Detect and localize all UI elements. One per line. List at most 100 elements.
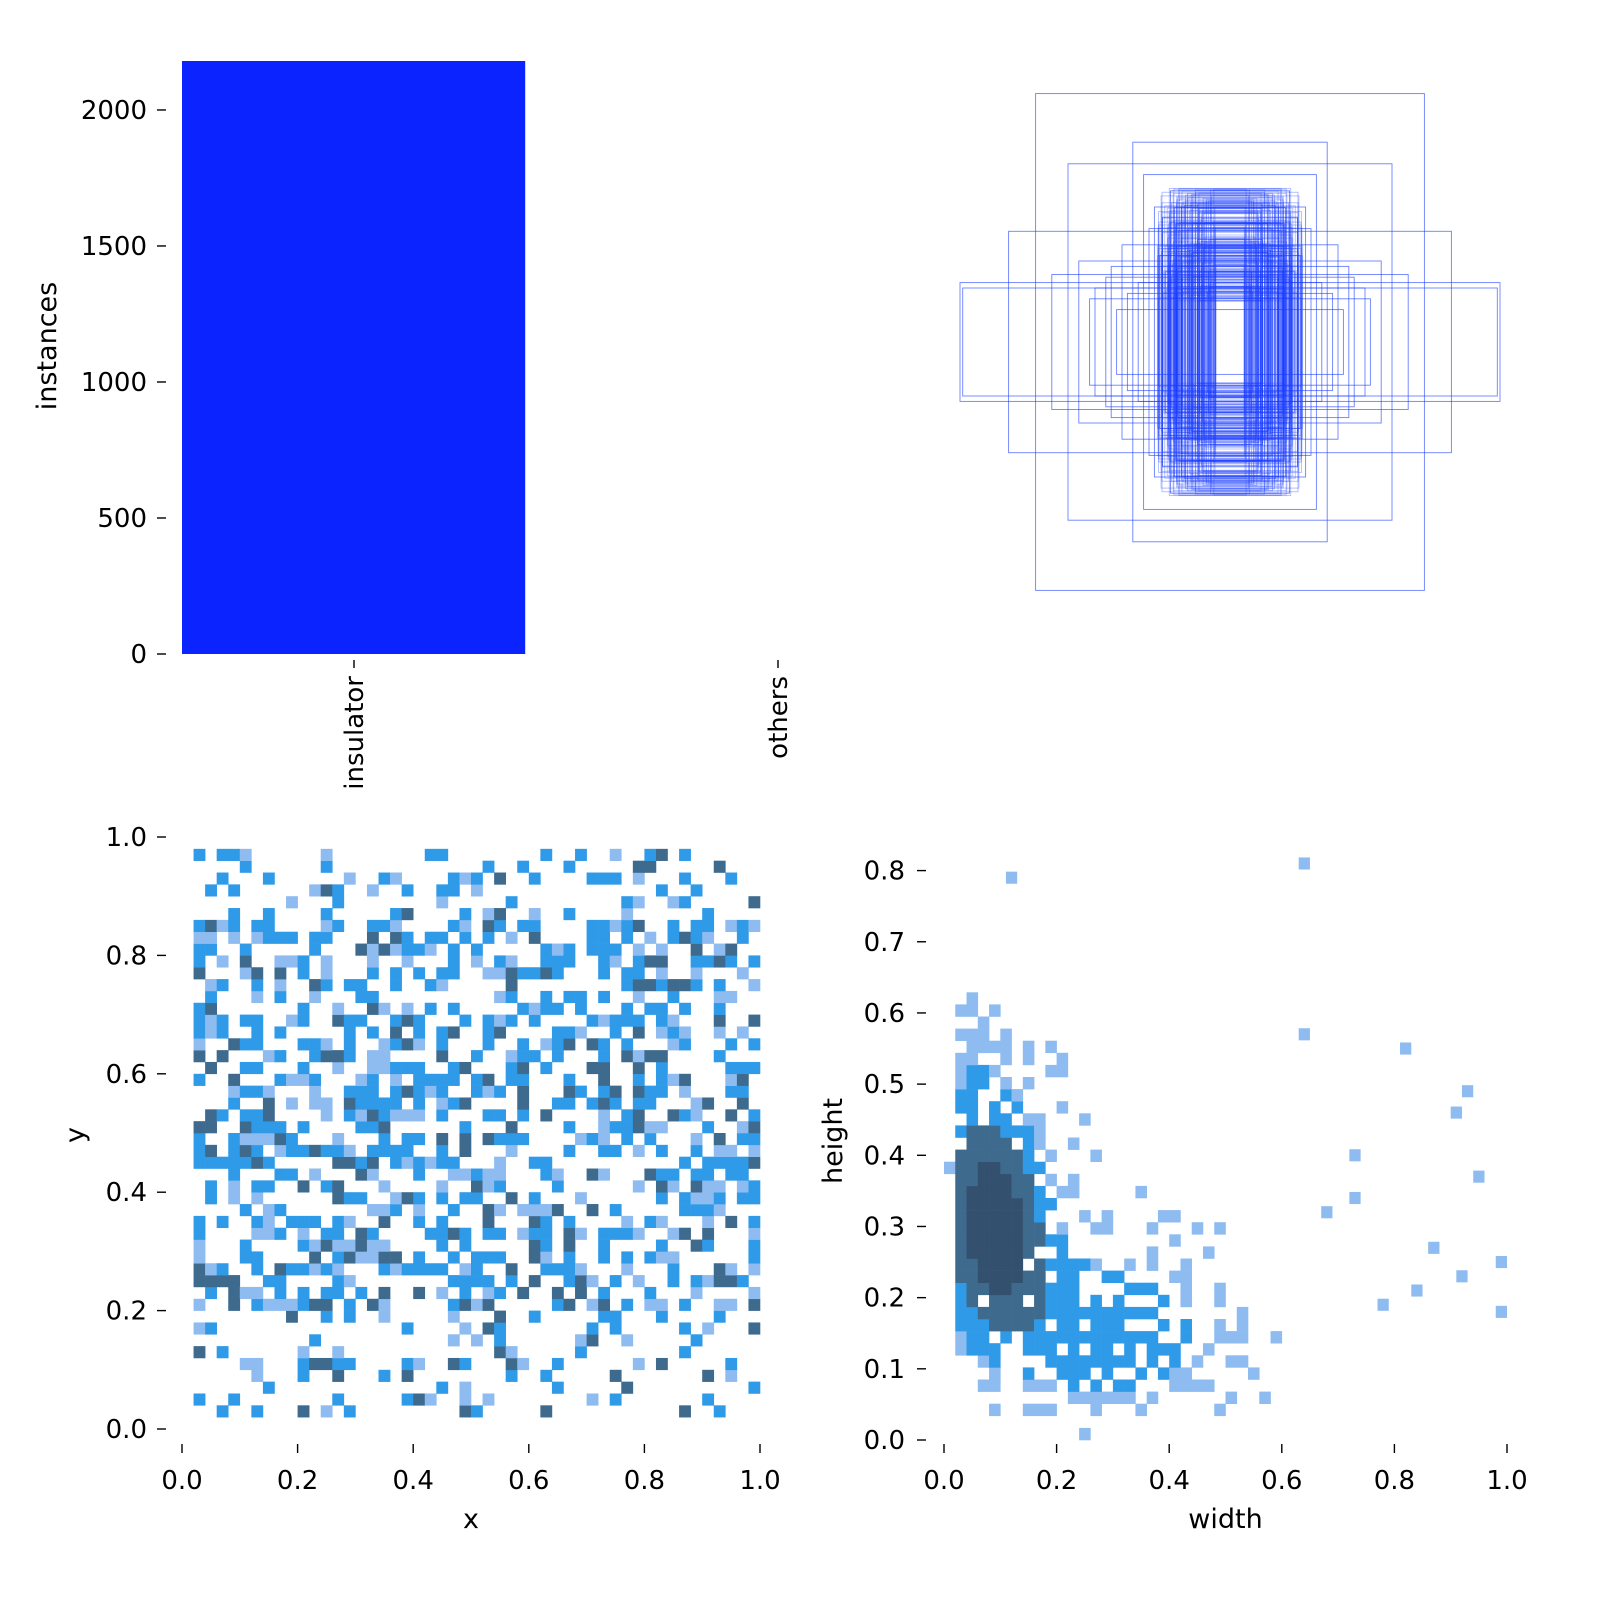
hist-cell	[1124, 1331, 1136, 1344]
hist-cell	[1056, 1331, 1069, 1344]
bbox-outline	[1204, 242, 1256, 442]
hist-cell	[540, 990, 553, 1004]
hist-cell	[1112, 1355, 1125, 1368]
hist-cell	[748, 1014, 761, 1027]
hist-cell	[239, 1144, 252, 1157]
hist-cell	[447, 1357, 460, 1371]
hist-cell	[401, 943, 414, 956]
hist-cell	[1034, 1113, 1046, 1126]
hist-cell	[343, 1251, 356, 1264]
hist-cell	[482, 860, 495, 873]
hist-cell	[274, 1050, 287, 1063]
hist-cell	[205, 990, 217, 1004]
hist-cell	[1157, 1343, 1170, 1356]
hist-cell	[262, 931, 275, 944]
hist-cell	[505, 1014, 518, 1027]
hist-cell	[366, 1144, 379, 1157]
hist-cell	[655, 1192, 668, 1205]
bbox-outline	[1201, 285, 1259, 399]
hist-cell	[239, 1085, 252, 1098]
bbox-outline	[1184, 297, 1276, 387]
bbox-outline	[1160, 195, 1300, 489]
hist-cell	[193, 1144, 206, 1157]
hist-cell	[459, 908, 472, 921]
hist-cell	[667, 1109, 680, 1122]
hist-cell	[494, 955, 506, 968]
hist-cell	[575, 1286, 587, 1300]
bbox-outline	[1174, 278, 1286, 406]
bbox-outline	[1169, 212, 1291, 472]
hist-cell	[413, 1038, 426, 1051]
hist-cell	[621, 1002, 634, 1015]
hist-cell	[609, 1026, 622, 1039]
hist-cell	[1045, 1198, 1057, 1211]
hist-cell	[736, 1121, 749, 1134]
hist-cell	[251, 1038, 264, 1051]
hist-cell	[436, 848, 449, 861]
bbox-outline	[1207, 239, 1253, 445]
bbox-outline	[1189, 243, 1271, 441]
bbox-outline	[1189, 294, 1271, 390]
hist-cell	[216, 1026, 229, 1039]
hist-cell	[205, 1014, 217, 1027]
hist-cell	[274, 1121, 287, 1134]
hist-cell	[1079, 1306, 1091, 1320]
hist-cell	[390, 1097, 402, 1110]
bbox-outline	[1158, 221, 1302, 463]
hist-cell	[748, 1156, 761, 1169]
hist-cell	[390, 943, 402, 956]
y-tick-label: 0.0	[864, 1426, 905, 1456]
bbox-outline	[1173, 207, 1287, 477]
bbox-outline	[1156, 245, 1304, 439]
hist-cell	[413, 1085, 426, 1098]
hist-cell	[320, 919, 333, 933]
bbox-outline	[1197, 203, 1263, 481]
hist-cell	[551, 1381, 564, 1394]
hist-cell	[632, 872, 645, 885]
hist-cell	[1079, 1427, 1091, 1441]
hist-cell	[366, 1002, 379, 1015]
hist-cell	[1146, 1222, 1159, 1235]
hist-cell	[436, 1073, 449, 1086]
hist-cell	[1045, 1258, 1057, 1271]
hist-cell	[471, 884, 483, 897]
hist-cell	[193, 1156, 206, 1169]
hist-cell	[690, 1180, 703, 1193]
bbox-outline	[1209, 247, 1251, 437]
hist-cell	[447, 1026, 460, 1039]
hist-cell	[609, 955, 622, 968]
hist-cell	[286, 896, 298, 909]
hist-cell	[655, 1085, 668, 1098]
hist-cell	[413, 1061, 426, 1075]
hist-cell	[989, 1004, 1001, 1017]
hist-cell	[540, 1061, 553, 1075]
hist-cell	[1045, 1149, 1057, 1162]
bbox-outline	[1203, 247, 1257, 437]
hist-cell	[644, 931, 657, 944]
bbox-outline	[1198, 290, 1262, 394]
hist-cell	[332, 1061, 345, 1075]
hist-cell	[343, 1097, 356, 1110]
hist-cell	[702, 1322, 715, 1335]
x-tick-label: 1.0	[1486, 1466, 1527, 1496]
bbox-outline	[1168, 246, 1292, 438]
hist-cell	[297, 1180, 310, 1193]
hist-cell	[1011, 1306, 1024, 1320]
hist-cell	[621, 967, 634, 980]
hist-cell	[966, 1161, 979, 1175]
hist-cell	[598, 1038, 611, 1051]
bbox-outline	[1176, 267, 1284, 417]
hist-cell	[713, 979, 726, 992]
hist-cell	[320, 1097, 333, 1110]
hist-cell	[955, 1343, 967, 1356]
hist-cell	[424, 1073, 437, 1086]
hist-cell	[966, 1040, 979, 1054]
bbox-outline	[1195, 192, 1265, 492]
hist-cell	[1022, 1052, 1035, 1066]
hist-cell	[725, 1263, 738, 1276]
bbox-outline	[1170, 275, 1290, 409]
bbox-outline	[1182, 287, 1278, 397]
bbox-outline	[1191, 252, 1269, 432]
hist-cell	[274, 1275, 287, 1288]
x-tick-label: 1.0	[739, 1466, 780, 1496]
